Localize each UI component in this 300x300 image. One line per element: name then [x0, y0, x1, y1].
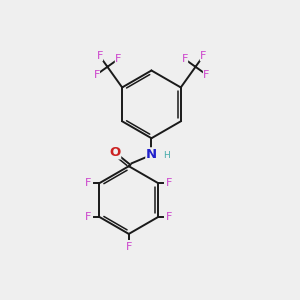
Text: F: F — [97, 51, 103, 61]
Text: F: F — [167, 178, 173, 188]
Text: N: N — [146, 148, 157, 161]
Text: F: F — [200, 51, 206, 61]
Text: F: F — [94, 70, 100, 80]
Text: H: H — [163, 151, 170, 160]
Text: F: F — [115, 54, 122, 64]
Text: F: F — [182, 54, 188, 64]
Text: F: F — [167, 212, 173, 222]
Text: F: F — [85, 178, 91, 188]
Text: F: F — [203, 70, 209, 80]
Text: O: O — [109, 146, 121, 159]
Text: F: F — [85, 212, 91, 222]
Text: F: F — [126, 242, 132, 252]
